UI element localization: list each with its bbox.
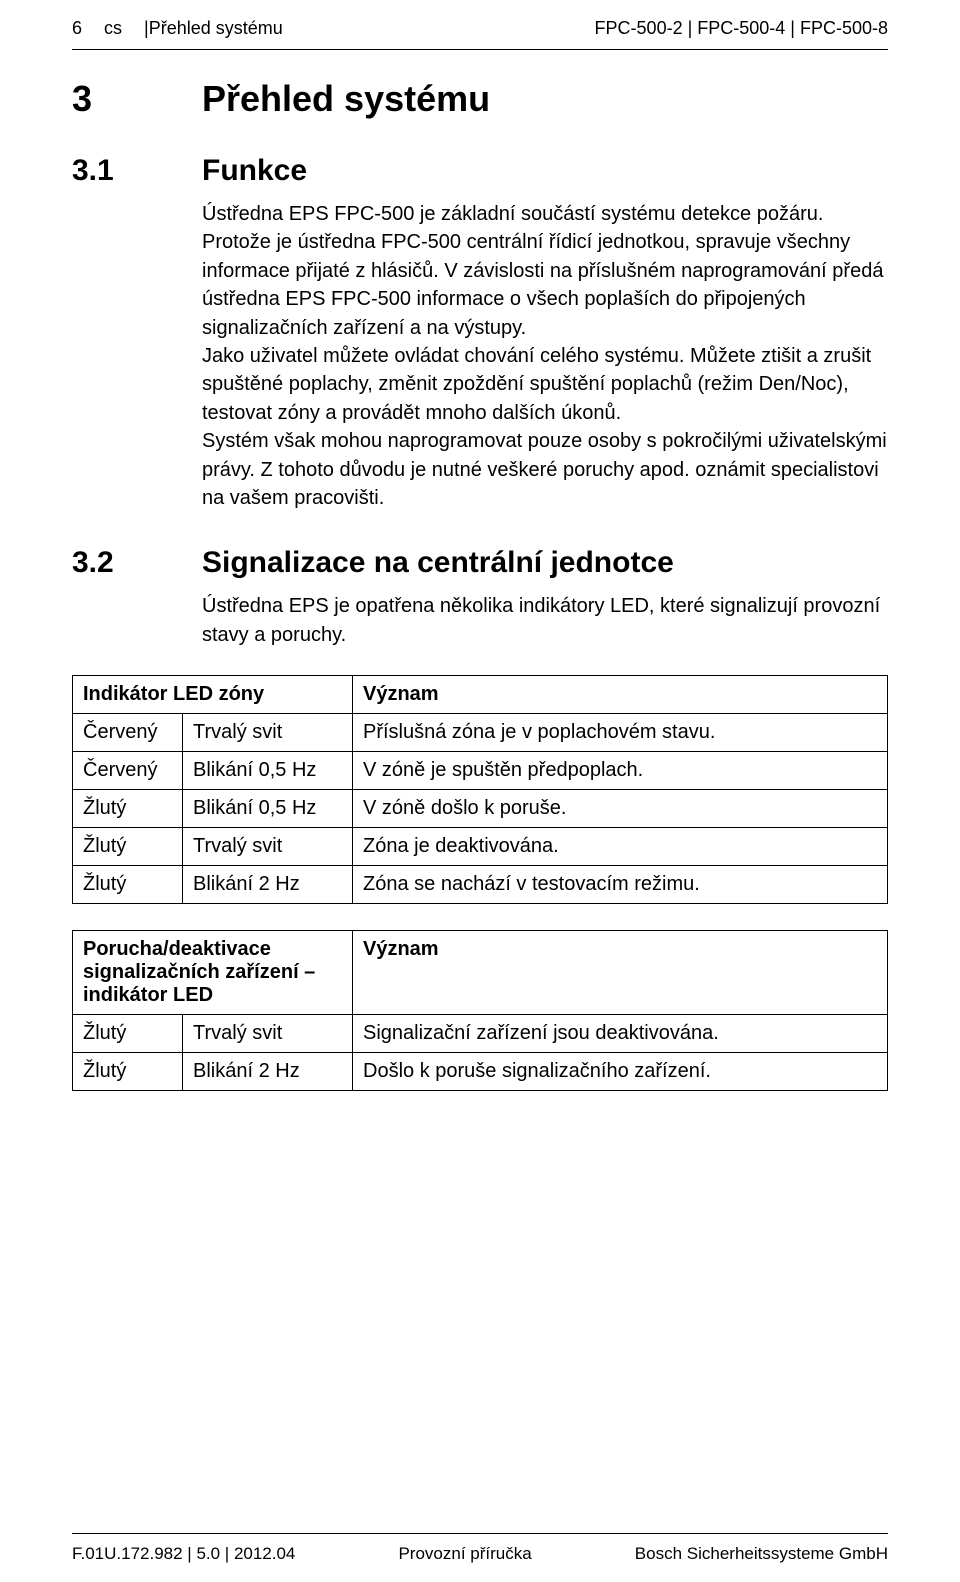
table-row: Žlutý Trvalý svit Signalizační zařízení …: [73, 1015, 888, 1053]
section-3-2-heading: 3.2 Signalizace na centrální jednotce: [72, 546, 888, 580]
table-cell: Trvalý svit: [183, 1015, 353, 1053]
section-number: 3.1: [72, 154, 202, 188]
table-cell: Blikání 0,5 Hz: [183, 752, 353, 790]
section-title: Signalizace na centrální jednotce: [202, 546, 674, 580]
page-number: 6: [72, 18, 82, 39]
table-row: Červený Trvalý svit Příslušná zóna je v …: [73, 714, 888, 752]
table-cell: Trvalý svit: [183, 828, 353, 866]
header-lang: cs: [104, 18, 122, 39]
footer-left: F.01U.172.982 | 5.0 | 2012.04: [72, 1544, 295, 1564]
page-header: 6 cs | Přehled systému FPC-500-2 | FPC-5…: [72, 18, 888, 50]
table-cell: Došlo k poruše signalizačního zařízení.: [353, 1053, 888, 1091]
table-fault-deactivation: Porucha/deaktivace signalizačních zaříze…: [72, 930, 888, 1091]
header-models: FPC-500-2 | FPC-500-4 | FPC-500-8: [595, 18, 888, 39]
table-row: Žlutý Blikání 2 Hz Zóna se nachází v tes…: [73, 866, 888, 904]
table-row: Žlutý Trvalý svit Zóna je deaktivována.: [73, 828, 888, 866]
table-cell: Blikání 2 Hz: [183, 1053, 353, 1091]
table-cell: Červený: [73, 714, 183, 752]
table-header-row: Porucha/deaktivace signalizačních zaříze…: [73, 931, 888, 1015]
table-header-row: Indikátor LED zóny Význam: [73, 676, 888, 714]
table-cell: V zóně je spuštěn předpoplach.: [353, 752, 888, 790]
table-cell: Zóna se nachází v testovacím režimu.: [353, 866, 888, 904]
table-header: Význam: [353, 931, 888, 1015]
table-cell: Příslušná zóna je v poplachovém stavu.: [353, 714, 888, 752]
table-cell: Zóna je deaktivována.: [353, 828, 888, 866]
chapter-heading: 3 Přehled systému: [72, 78, 888, 120]
section-3-1-heading: 3.1 Funkce: [72, 154, 888, 188]
section-3-2-body: Ústředna EPS je opatřena několika indiká…: [202, 592, 888, 649]
section-number: 3.2: [72, 546, 202, 580]
footer-center: Provozní příručka: [398, 1544, 531, 1564]
table-cell: Blikání 0,5 Hz: [183, 790, 353, 828]
table-row: Červený Blikání 0,5 Hz V zóně je spuštěn…: [73, 752, 888, 790]
footer-right: Bosch Sicherheitssysteme GmbH: [635, 1544, 888, 1564]
table-cell: V zóně došlo k poruše.: [353, 790, 888, 828]
table-cell: Žlutý: [73, 866, 183, 904]
table-header: Porucha/deaktivace signalizačních zaříze…: [73, 931, 353, 1015]
section-3-1-body: Ústředna EPS FPC-500 je základní součást…: [202, 200, 888, 512]
table-cell: Žlutý: [73, 828, 183, 866]
table-cell: Žlutý: [73, 1053, 183, 1091]
table-led-zone: Indikátor LED zóny Význam Červený Trvalý…: [72, 675, 888, 904]
page-footer: F.01U.172.982 | 5.0 | 2012.04 Provozní p…: [72, 1533, 888, 1564]
chapter-number: 3: [72, 78, 202, 120]
table-cell: Červený: [73, 752, 183, 790]
table-row: Žlutý Blikání 2 Hz Došlo k poruše signal…: [73, 1053, 888, 1091]
table-header: Indikátor LED zóny: [73, 676, 353, 714]
header-breadcrumb: Přehled systému: [149, 18, 283, 39]
section-title: Funkce: [202, 154, 307, 188]
chapter-title: Přehled systému: [202, 78, 490, 120]
table-cell: Blikání 2 Hz: [183, 866, 353, 904]
table-cell: Žlutý: [73, 790, 183, 828]
table-header: Význam: [353, 676, 888, 714]
table-cell: Signalizační zařízení jsou deaktivována.: [353, 1015, 888, 1053]
table-cell: Žlutý: [73, 1015, 183, 1053]
table-row: Žlutý Blikání 0,5 Hz V zóně došlo k poru…: [73, 790, 888, 828]
table-cell: Trvalý svit: [183, 714, 353, 752]
